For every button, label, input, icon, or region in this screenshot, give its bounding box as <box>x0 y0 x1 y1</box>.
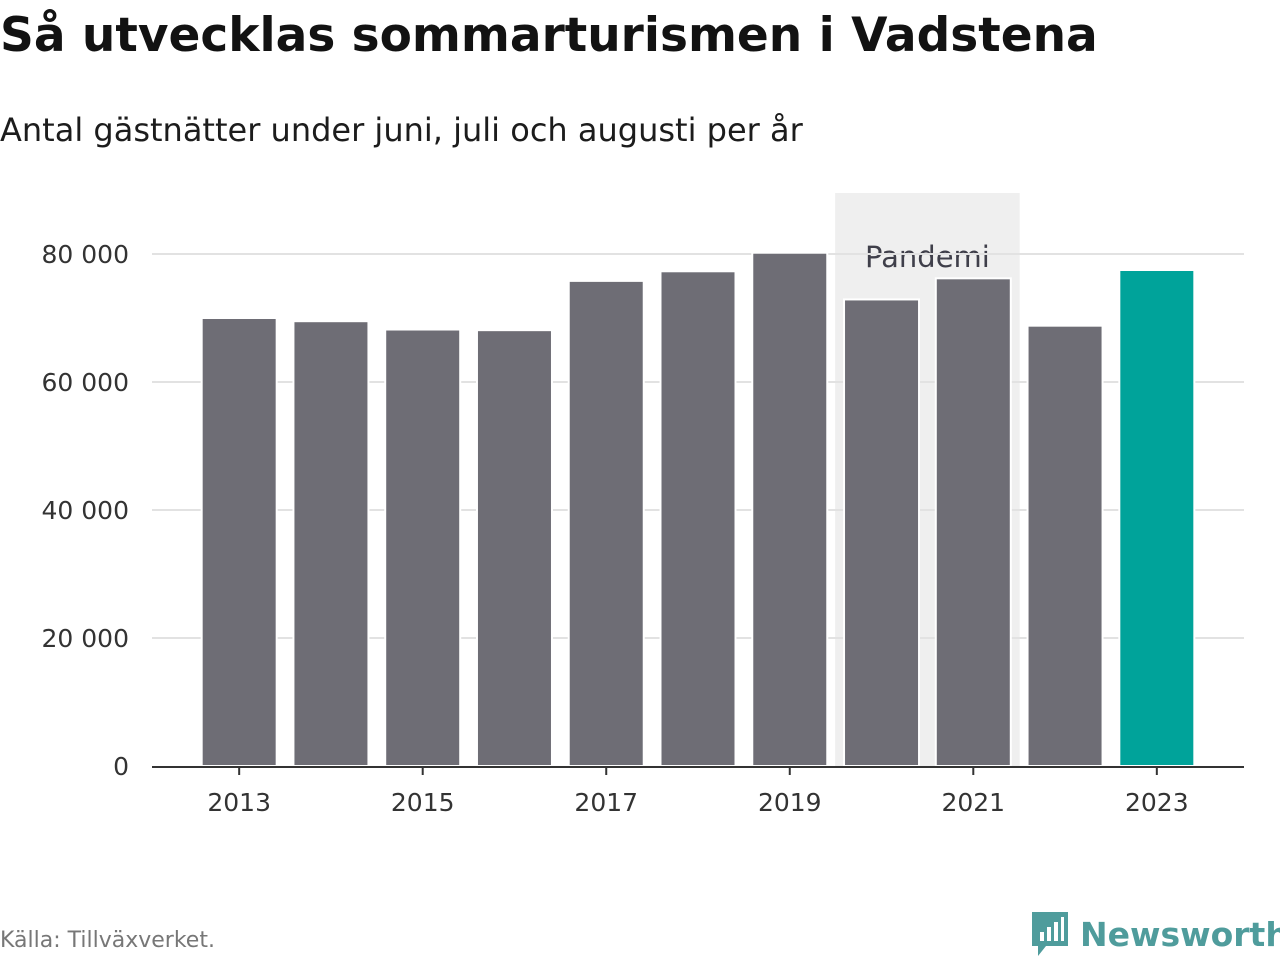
brand-name: Newsworthy <box>1080 914 1280 954</box>
bar <box>292 320 370 767</box>
bar <box>1026 324 1104 767</box>
y-tick-label: 60 000 <box>42 368 129 397</box>
x-tick-label: 2021 <box>941 788 1005 817</box>
bar <box>751 251 829 768</box>
bars <box>200 251 1196 768</box>
newsworthy-logo-icon <box>1032 912 1068 956</box>
bar <box>659 270 737 767</box>
bar <box>384 328 462 767</box>
bar <box>475 329 553 767</box>
bar <box>200 317 278 767</box>
bar-chart: Pandemi 0 20 000 40 000 60 000 80 000 2013 201… <box>42 193 1244 817</box>
pandemic-label: Pandemi <box>865 240 990 274</box>
x-tick-label: 2017 <box>574 788 638 817</box>
bar <box>1118 269 1196 767</box>
x-tick-label: 2013 <box>207 788 271 817</box>
x-tick-label: 2015 <box>391 788 455 817</box>
x-tick-label: 2019 <box>758 788 822 817</box>
bar <box>934 277 1012 767</box>
y-tick-label: 40 000 <box>42 496 129 525</box>
y-tick-label: 0 <box>113 752 129 781</box>
bar <box>843 298 921 767</box>
axes: 0 20 000 40 000 60 000 80 000 2013 2015 2017 201… <box>42 240 1244 817</box>
chart-title: Så utvecklas sommarturismen i Vadstena <box>0 8 1098 63</box>
x-tick-label: 2023 <box>1125 788 1189 817</box>
chart-subtitle: Antal gästnätter under juni, juli och au… <box>0 111 803 149</box>
y-tick-label: 20 000 <box>42 624 129 653</box>
bar <box>567 279 645 767</box>
source-note: Källa: Tillväxverket. <box>0 928 215 953</box>
brand-logo: Newsworthy <box>1030 910 1280 958</box>
y-tick-label: 80 000 <box>42 240 129 269</box>
